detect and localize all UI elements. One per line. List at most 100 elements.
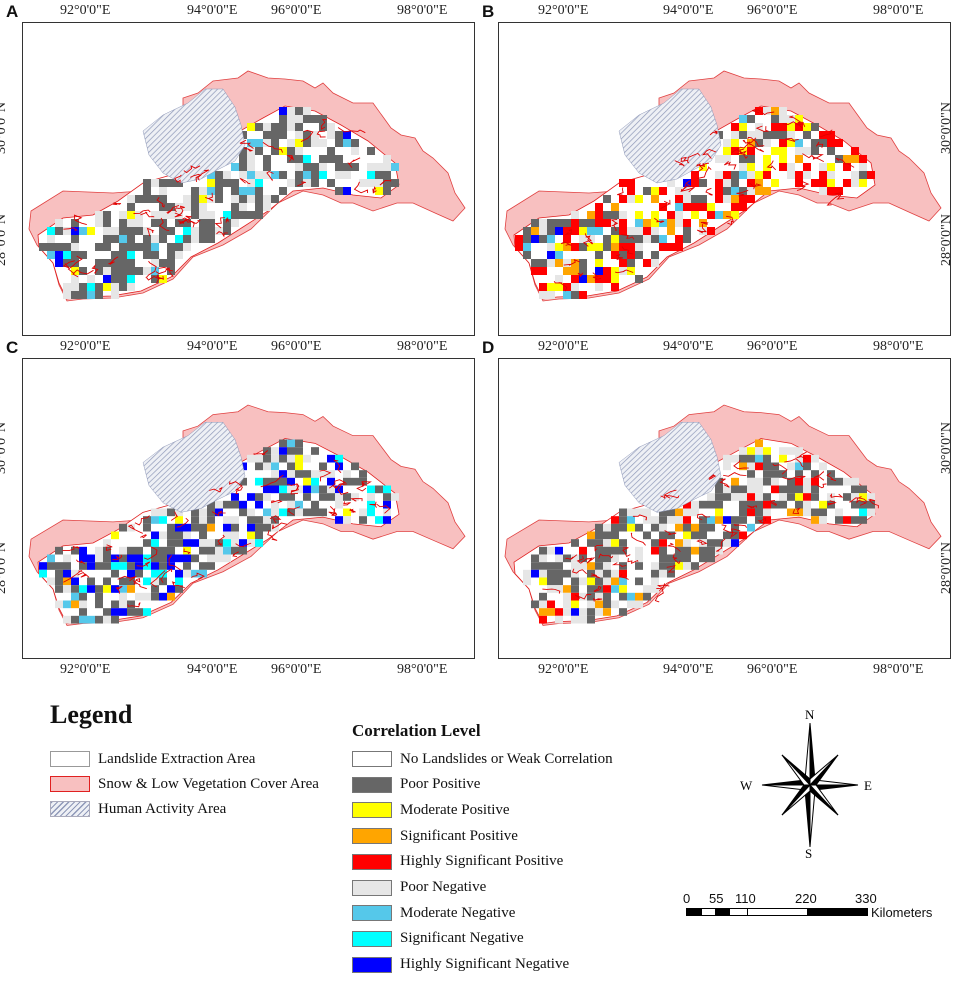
correlation-cell (755, 131, 763, 139)
correlation-cell (635, 211, 643, 219)
landslide-outline (826, 472, 837, 482)
landslide-outline (769, 500, 777, 506)
scale-tick-label: 0 (683, 891, 691, 906)
landslide-outline (209, 486, 223, 493)
correlation-cell (279, 439, 287, 448)
correlation-cell (699, 554, 707, 563)
landslide-outline (736, 189, 749, 197)
correlation-cell (247, 155, 255, 163)
correlation-cell (539, 283, 547, 291)
correlation-cell (279, 493, 287, 501)
correlation-cell (247, 171, 255, 179)
landslide-outline (216, 231, 228, 238)
correlation-cell (691, 203, 699, 211)
correlation-cell (539, 608, 547, 616)
correlation-cell (555, 227, 563, 235)
correlation-cell (359, 470, 367, 478)
correlation-cell (247, 195, 255, 203)
correlation-cell (563, 592, 571, 601)
correlation-cell (175, 531, 183, 540)
correlation-cell (167, 251, 175, 259)
correlation-cell (747, 508, 755, 517)
correlation-cell (587, 615, 595, 624)
correlation-cell (779, 131, 787, 139)
correlation-cell (103, 539, 111, 547)
correlation-cell (167, 259, 175, 267)
correlation-cell (215, 179, 223, 187)
correlation-cell (175, 569, 183, 578)
correlation-cell (71, 291, 79, 299)
correlation-cell (191, 187, 199, 195)
correlation-cell (539, 227, 547, 235)
correlation-cell (223, 554, 231, 563)
landslide-outline (108, 256, 119, 265)
correlation-cell (183, 227, 191, 235)
legend-item-human-activity: Human Activity Area (50, 800, 226, 818)
correlation-cell (343, 477, 351, 486)
correlation-cell (279, 477, 287, 486)
correlation-cell (755, 139, 763, 147)
correlation-cell (335, 163, 343, 171)
landslide-outline (622, 547, 631, 558)
correlation-cell (55, 251, 63, 259)
correlation-cell (827, 470, 835, 478)
landslide-outline (730, 528, 741, 537)
x-tick-label: 94°0'0"E (187, 339, 238, 354)
correlation-cell (691, 179, 699, 187)
correlation-cell (175, 523, 183, 532)
map-panel-a (22, 22, 475, 336)
correlation-item: Poor Negative (352, 879, 486, 897)
correlation-cell (215, 171, 223, 179)
correlation-cell (143, 516, 151, 524)
correlation-cell (175, 219, 183, 227)
correlation-cell (563, 569, 571, 578)
correlation-cell (159, 179, 167, 187)
correlation-cell (159, 227, 167, 235)
correlation-cell (811, 139, 819, 147)
correlation-cell (151, 508, 159, 517)
correlation-cell (787, 462, 795, 471)
correlation-cell (707, 516, 715, 524)
x-tick-label: 92°0'0"E (538, 662, 589, 677)
map-panel-d (498, 358, 951, 659)
correlation-cell (199, 569, 207, 578)
correlation-cell (151, 516, 159, 524)
correlation-cell (71, 219, 79, 227)
correlation-cell (755, 500, 763, 509)
correlation-cell (95, 554, 103, 563)
correlation-cell (835, 187, 843, 195)
correlation-cell (731, 195, 739, 203)
correlation-cell (539, 592, 547, 601)
landslide-outline (849, 497, 868, 503)
correlation-cell (779, 447, 787, 455)
correlation-cell (723, 155, 731, 163)
correlation-cell (763, 163, 771, 171)
correlation-cell (319, 493, 327, 501)
landslide-outline (660, 489, 677, 499)
correlation-cell (383, 187, 391, 195)
correlation-cell (199, 203, 207, 211)
correlation-cell (731, 171, 739, 179)
correlation-cell (255, 477, 263, 486)
correlation-cell (191, 523, 199, 532)
correlation-cell (795, 447, 803, 455)
landslide-outline (868, 498, 879, 509)
correlation-cell (127, 577, 135, 586)
correlation-cell (619, 227, 627, 235)
correlation-cell (71, 227, 79, 235)
correlation-cell (707, 546, 715, 555)
correlation-cell (303, 508, 311, 517)
correlation-cell (319, 115, 327, 123)
correlation-cell (747, 171, 755, 179)
correlation-cell (63, 259, 71, 267)
correlation-cell (755, 508, 763, 517)
landslide-outline (146, 275, 163, 281)
correlation-cell (127, 227, 135, 235)
correlation-cell (303, 163, 311, 171)
correlation-cell (207, 546, 215, 555)
landslide-outline (598, 553, 614, 559)
correlation-cell (103, 608, 111, 616)
correlation-cell (71, 235, 79, 243)
correlation-cell (79, 562, 87, 570)
correlation-cell (159, 187, 167, 195)
